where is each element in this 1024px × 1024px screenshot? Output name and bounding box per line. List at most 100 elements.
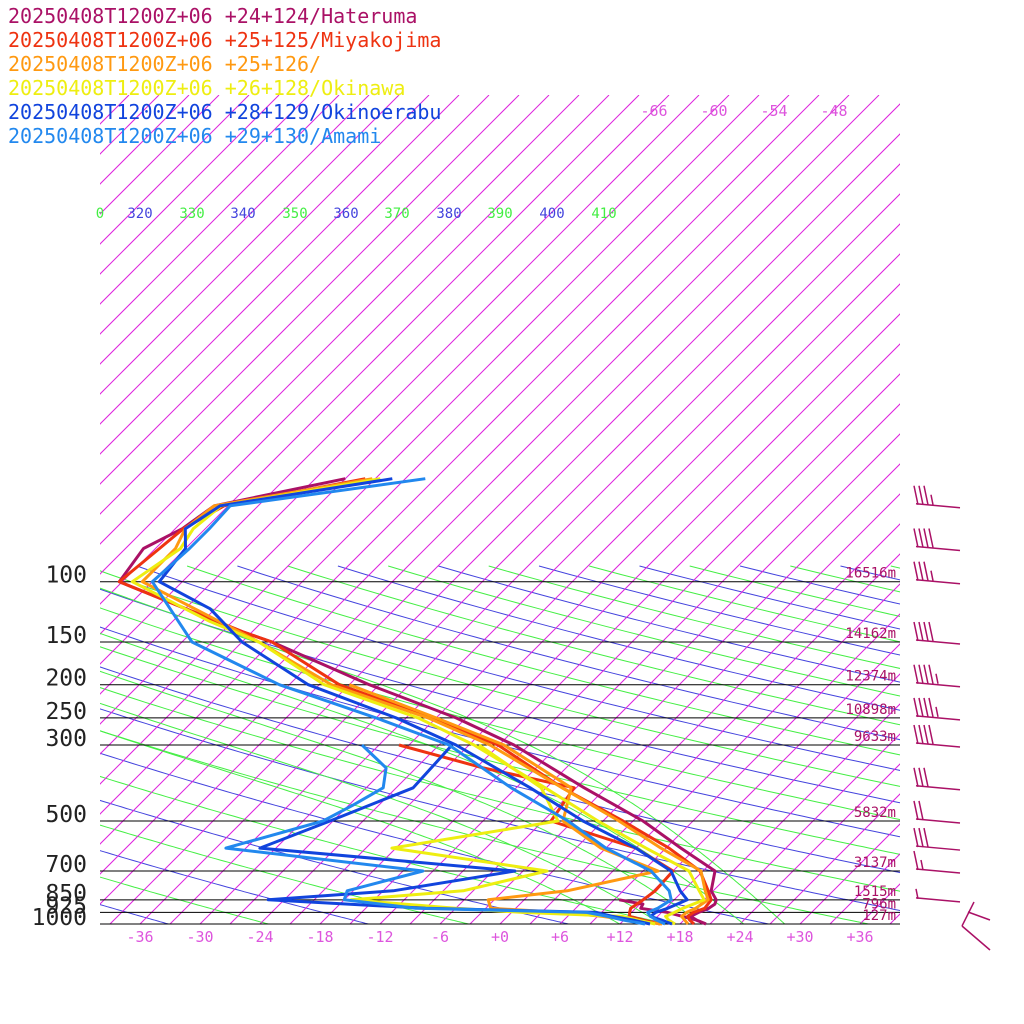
wind-barb-full: [923, 724, 929, 745]
isotherm-line: [349, 373, 900, 924]
temperature-tick-label: +6: [551, 928, 569, 946]
wind-barb-full: [918, 664, 924, 684]
temperature-tick-label: +30: [786, 928, 813, 946]
wind-barb-full: [918, 767, 924, 787]
wind-barb-full: [923, 664, 929, 684]
wind-barb-full: [928, 528, 934, 548]
legend-entry-okinoerabu: 20250408T1200Z+06 +28+129/Okinoerabu: [8, 100, 442, 124]
wind-barb-half: [935, 673, 939, 684]
isotherm-line: [100, 95, 850, 845]
pressure-label: 925: [45, 893, 87, 919]
wind-barb-full: [923, 621, 929, 642]
isotherm-line: [100, 95, 670, 665]
wind-barb-full: [918, 800, 924, 821]
isotherm-line: [529, 553, 900, 924]
pressure-label: 100: [45, 563, 87, 589]
wind-barb-full: [913, 800, 919, 821]
wind-barb-full: [918, 724, 924, 745]
isotherm-line: [100, 95, 280, 275]
wind-barb-full: [923, 827, 929, 848]
legend-entry-okinawa: 20250408T1200Z+06 +26+128/Okinawa: [8, 76, 406, 100]
isotherm-line: [100, 95, 250, 245]
isotherm-line: [109, 133, 900, 924]
isotherm-line: [409, 433, 900, 924]
legend-entry-hateruma: 20250408T1200Z+06 +24+124/Hateruma: [8, 4, 418, 28]
dewpoint-profile-5: [224, 743, 646, 926]
temperature-tick-label: -6: [431, 928, 449, 946]
dry-adiabat-line: [100, 730, 872, 924]
isotherm-line: [289, 313, 900, 924]
wind-barb-full: [913, 724, 919, 745]
pressure-label: 150: [45, 623, 87, 649]
temperature-tick-label: +18: [666, 928, 693, 946]
wind-barb-full: [923, 767, 929, 787]
wind-barb: [913, 528, 961, 552]
dewpoint-profile-0: [618, 898, 707, 926]
moist-adiabat-line: [100, 587, 786, 924]
height-label: 14162m: [845, 626, 896, 642]
isotherm-line: [619, 643, 900, 924]
wind-barb-full: [913, 485, 919, 505]
theta-label: 320: [127, 206, 152, 222]
wind-barb: [913, 724, 961, 748]
temperature-axis: -36 -30 -24 -18 -12 -6 +0 +6 +12 +18 +24 +30 +36: [126, 928, 873, 946]
dewpoint-profile-1: [398, 743, 675, 926]
dewpoint-profile-3: [349, 743, 656, 926]
wind-barb-half: [930, 494, 934, 505]
isotherm-line: [319, 343, 900, 924]
moist-adiabat-line: [100, 670, 704, 924]
height-label: 127m: [862, 908, 896, 924]
wind-barb-full: [918, 528, 924, 548]
wind-barb-full: [923, 697, 929, 718]
pressure-label: 1000: [32, 905, 87, 931]
dry-adiabat-line: [100, 850, 371, 924]
isotherm-line: [259, 283, 900, 924]
isotherm-line: [100, 95, 790, 785]
theta-label: 410: [591, 206, 616, 222]
temperature-tick-label: -36: [126, 928, 153, 946]
wind-barb-full: [913, 561, 919, 581]
height-label: 12374m: [845, 669, 896, 685]
pressure-label: 250: [45, 699, 87, 725]
isotherm-line: [100, 95, 700, 695]
temperature-tick-label: +12: [606, 928, 633, 946]
theta-label: 360: [333, 206, 358, 222]
wind-barb: [913, 800, 961, 824]
pressure-label: 700: [45, 852, 87, 878]
isotherm-line: [100, 95, 340, 335]
temperature-profile-0: [117, 477, 718, 926]
theta-label: 340: [230, 206, 255, 222]
isotherm-line: [100, 95, 550, 545]
isotherm-line: [139, 163, 900, 924]
temperature-tick-label: -18: [306, 928, 333, 946]
temperature-tick-label: -30: [186, 928, 213, 946]
isotherm-line: [679, 703, 900, 924]
upper-temperature-label: -48: [820, 102, 847, 120]
isotherm-line: [199, 223, 900, 924]
pressure-label: 850: [45, 881, 87, 907]
isotherm-line: [100, 95, 640, 635]
temperature-tick-label: +36: [846, 928, 873, 946]
height-label: 16516m: [845, 566, 896, 582]
upper-temperature-label: -54: [760, 102, 787, 120]
isotherm-line: [559, 583, 900, 924]
theta-label: 330: [179, 206, 204, 222]
height-label: 3137m: [854, 855, 896, 871]
wind-barb-full: [913, 767, 919, 787]
isotherms: [100, 95, 900, 924]
dry-adiabat-line: [100, 876, 271, 924]
wind-barb-full: [928, 621, 934, 642]
theta-label: 390: [487, 206, 512, 222]
height-label: 796m: [862, 896, 896, 912]
isotherm-line: [499, 523, 900, 924]
theta-label: 400: [539, 206, 564, 222]
wind-barb-full: [918, 697, 924, 718]
legend-entry-miyakojima: 20250408T1200Z+06 +25+125/Miyakojima: [8, 28, 442, 52]
chart-legend: 20250408T1200Z+06 +24+124/Hateruma 20250…: [8, 4, 441, 148]
dry-adiabat-line: [100, 904, 171, 924]
wind-barb-full: [913, 697, 919, 718]
isotherm-line: [589, 613, 900, 924]
pressure-levels: 100 16516m 150 14162m 200 12374m 250 10898m 300 9…: [32, 563, 900, 931]
isotherm-line: [379, 403, 900, 924]
